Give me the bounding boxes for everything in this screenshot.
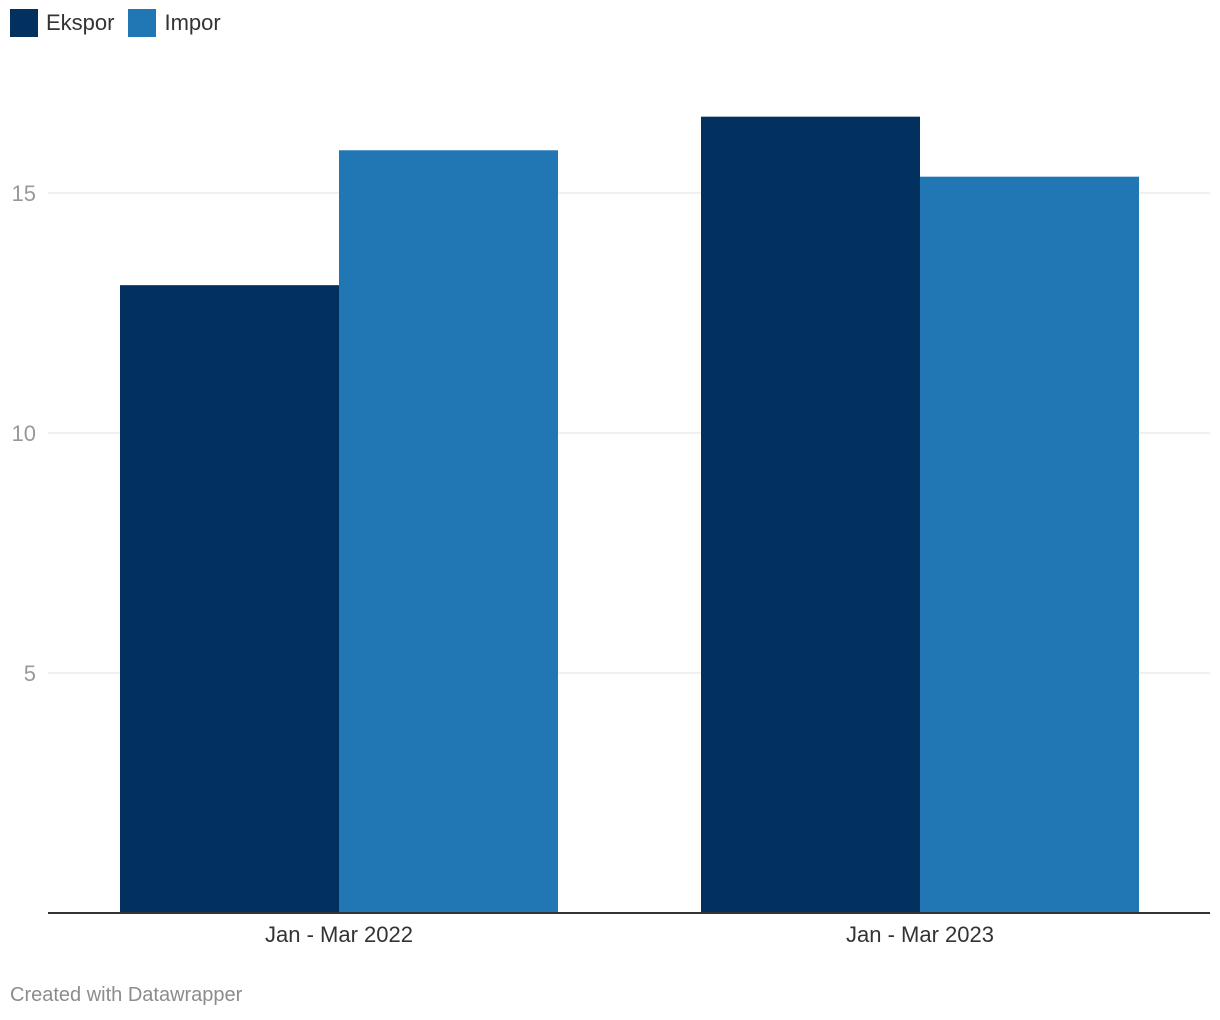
y-tick-label-5: 5 [24,661,36,686]
footer-credit: Created with Datawrapper [10,984,243,1006]
bar-layer [120,116,1139,914]
y-tick-label-10: 10 [12,421,36,446]
bar-impor-2 [920,176,1139,913]
bar-chart: 5 10 15 Jan - Mar 2022 Jan - Mar 2023 [12,116,1210,947]
bar-ekspor-2 [701,116,920,914]
x-tick-label-1: Jan - Mar 2022 [265,922,413,947]
chart-legend: Ekspor Impor [10,8,235,38]
bar-impor-1 [339,150,558,913]
y-tick-label-15: 15 [12,181,36,206]
legend-swatch-impor [128,9,157,37]
legend-swatch-ekspor [10,9,38,37]
legend-item-ekspor: Ekspor [10,9,114,37]
legend-label-ekspor: Ekspor [46,10,115,35]
legend-item-impor: Impor [128,9,221,37]
axis-layer: 5 10 15 Jan - Mar 2022 Jan - Mar 2023 [12,181,1210,947]
x-tick-label-2: Jan - Mar 2023 [846,922,994,947]
bar-ekspor-1 [120,285,339,913]
legend-label-impor: Impor [164,10,221,35]
